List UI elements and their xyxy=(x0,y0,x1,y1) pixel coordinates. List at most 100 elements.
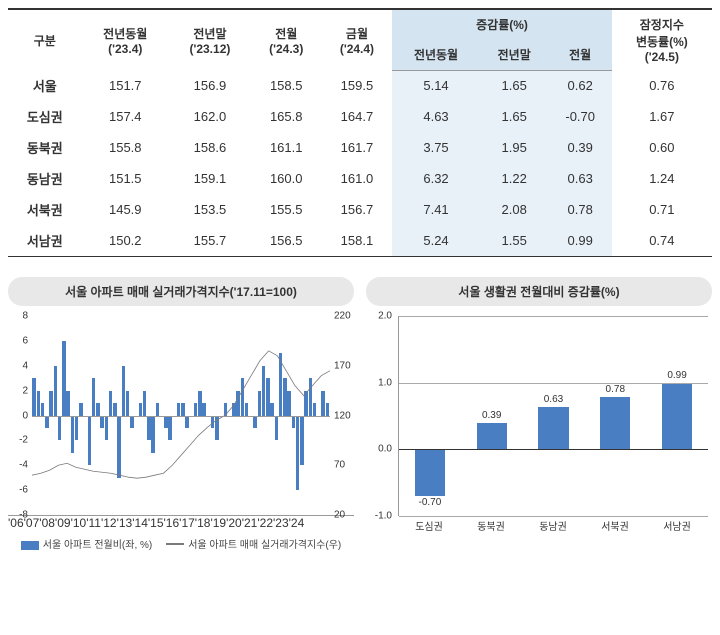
table-row: 동남권151.5159.1160.0161.06.321.220.631.24 xyxy=(8,163,712,194)
index-table: 구분 전년동월 ('23.4) 전년말 ('23.12) 전월 ('24.3) … xyxy=(8,8,712,257)
th-change-rate: 증감률(%) xyxy=(392,9,611,40)
table-cell: 157.4 xyxy=(82,101,169,132)
th-pm: 전월 ('24.3) xyxy=(251,9,322,70)
ytick: 1.0 xyxy=(378,377,392,388)
xtick: '12 xyxy=(101,516,117,530)
th-cr-pye: 전년말 xyxy=(480,40,549,70)
xtick: 동북권 xyxy=(477,518,505,536)
table-cell: 도심권 xyxy=(8,101,82,132)
xtick: '15 xyxy=(148,516,164,530)
table-cell: 0.76 xyxy=(612,70,712,101)
table-cell: 0.99 xyxy=(549,225,612,257)
bar-chart: -1.00.01.02.0 -0.700.390.630.780.99 도심권동… xyxy=(366,316,712,536)
xtick: '13 xyxy=(117,516,133,530)
table-row: 도심권157.4162.0165.8164.74.631.65-0.701.67 xyxy=(8,101,712,132)
chart-left-title: 서울 아파트 매매 실거래가격지수('17.11=100) xyxy=(8,277,354,306)
bar: -0.70 xyxy=(408,316,451,516)
table-cell: 158.1 xyxy=(322,225,393,257)
xtick: 서남권 xyxy=(663,518,691,536)
th-provisional: 잠정지수 변동률(%) ('24.5) xyxy=(612,9,712,70)
table-cell: 155.8 xyxy=(82,132,169,163)
table-cell: 0.62 xyxy=(549,70,612,101)
table-cell: -0.70 xyxy=(549,101,612,132)
table-cell: 1.24 xyxy=(612,163,712,194)
table-cell: 164.7 xyxy=(322,101,393,132)
chart-right-title: 서울 생활권 전월대비 증감률(%) xyxy=(366,277,712,306)
xtick: '24 xyxy=(289,516,305,530)
table-cell: 165.8 xyxy=(251,101,322,132)
th-cm: 금월 ('24.4) xyxy=(322,9,393,70)
xtick: '16 xyxy=(164,516,180,530)
table-cell: 158.5 xyxy=(251,70,322,101)
table-cell: 1.67 xyxy=(612,101,712,132)
ytick: 0.0 xyxy=(378,444,392,455)
table-cell: 159.1 xyxy=(169,163,251,194)
bar-value: 0.63 xyxy=(544,394,563,405)
table-cell: 2.08 xyxy=(480,194,549,225)
table-cell: 151.5 xyxy=(82,163,169,194)
xtick: '22 xyxy=(257,516,273,530)
table-cell: 159.5 xyxy=(322,70,393,101)
th-pye: 전년말 ('23.12) xyxy=(169,9,251,70)
table-cell: 0.39 xyxy=(549,132,612,163)
bar: 0.39 xyxy=(470,316,513,516)
table-cell: 0.74 xyxy=(612,225,712,257)
table-cell: 동북권 xyxy=(8,132,82,163)
ytick-left: -4 xyxy=(19,460,28,471)
ytick-left: -2 xyxy=(19,435,28,446)
table-cell: 0.78 xyxy=(549,194,612,225)
xtick: 동남권 xyxy=(539,518,567,536)
table-cell: 6.32 xyxy=(392,163,479,194)
bar-value: 0.99 xyxy=(667,370,686,381)
bar-value: 0.39 xyxy=(482,410,501,421)
table-row: 서북권145.9153.5155.5156.77.412.080.780.71 xyxy=(8,194,712,225)
table-cell: 153.5 xyxy=(169,194,251,225)
table-cell: 156.5 xyxy=(251,225,322,257)
table-cell: 서남권 xyxy=(8,225,82,257)
bar-value: 0.78 xyxy=(606,384,625,395)
xtick: '20 xyxy=(226,516,242,530)
table-cell: 7.41 xyxy=(392,194,479,225)
xtick: '08 xyxy=(39,516,55,530)
table-cell: 145.9 xyxy=(82,194,169,225)
table-cell: 162.0 xyxy=(169,101,251,132)
xtick: '14 xyxy=(132,516,148,530)
table-cell: 1.55 xyxy=(480,225,549,257)
table-cell: 160.0 xyxy=(251,163,322,194)
table-row: 서남권150.2155.7156.5158.15.241.550.990.74 xyxy=(8,225,712,257)
table-cell: 1.22 xyxy=(480,163,549,194)
table-cell: 161.0 xyxy=(322,163,393,194)
th-cr-pym: 전년동월 xyxy=(392,40,479,70)
xtick: 도심권 xyxy=(415,518,443,536)
table-cell: 5.14 xyxy=(392,70,479,101)
table-cell: 161.1 xyxy=(251,132,322,163)
table-cell: 161.7 xyxy=(322,132,393,163)
table-row: 서울151.7156.9158.5159.55.141.650.620.76 xyxy=(8,70,712,101)
xtick: '21 xyxy=(242,516,258,530)
xtick: '23 xyxy=(273,516,289,530)
ytick-left: 0 xyxy=(22,410,28,421)
table-cell: 0.63 xyxy=(549,163,612,194)
xtick: 서북권 xyxy=(601,518,629,536)
table-cell: 0.71 xyxy=(612,194,712,225)
table-cell: 서울 xyxy=(8,70,82,101)
ytick-right: 170 xyxy=(334,360,351,371)
ytick-left: 8 xyxy=(22,311,28,322)
table-cell: 151.7 xyxy=(82,70,169,101)
table-cell: 5.24 xyxy=(392,225,479,257)
table-cell: 1.65 xyxy=(480,70,549,101)
table-row: 동북권155.8158.6161.1161.73.751.950.390.60 xyxy=(8,132,712,163)
xtick: '10 xyxy=(71,516,87,530)
ytick: -1.0 xyxy=(375,511,392,522)
bar: 0.99 xyxy=(655,316,698,516)
ytick-right: 70 xyxy=(334,460,345,471)
table-cell: 동남권 xyxy=(8,163,82,194)
ytick-right: 220 xyxy=(334,311,351,322)
table-cell: 156.7 xyxy=(322,194,393,225)
chart-right-block: 서울 생활권 전월대비 증감률(%) -1.00.01.02.0 -0.700.… xyxy=(366,277,712,556)
ytick-left: 4 xyxy=(22,360,28,371)
table-cell: 4.63 xyxy=(392,101,479,132)
bar: 0.63 xyxy=(532,316,575,516)
table-cell: 1.65 xyxy=(480,101,549,132)
table-cell: 1.95 xyxy=(480,132,549,163)
